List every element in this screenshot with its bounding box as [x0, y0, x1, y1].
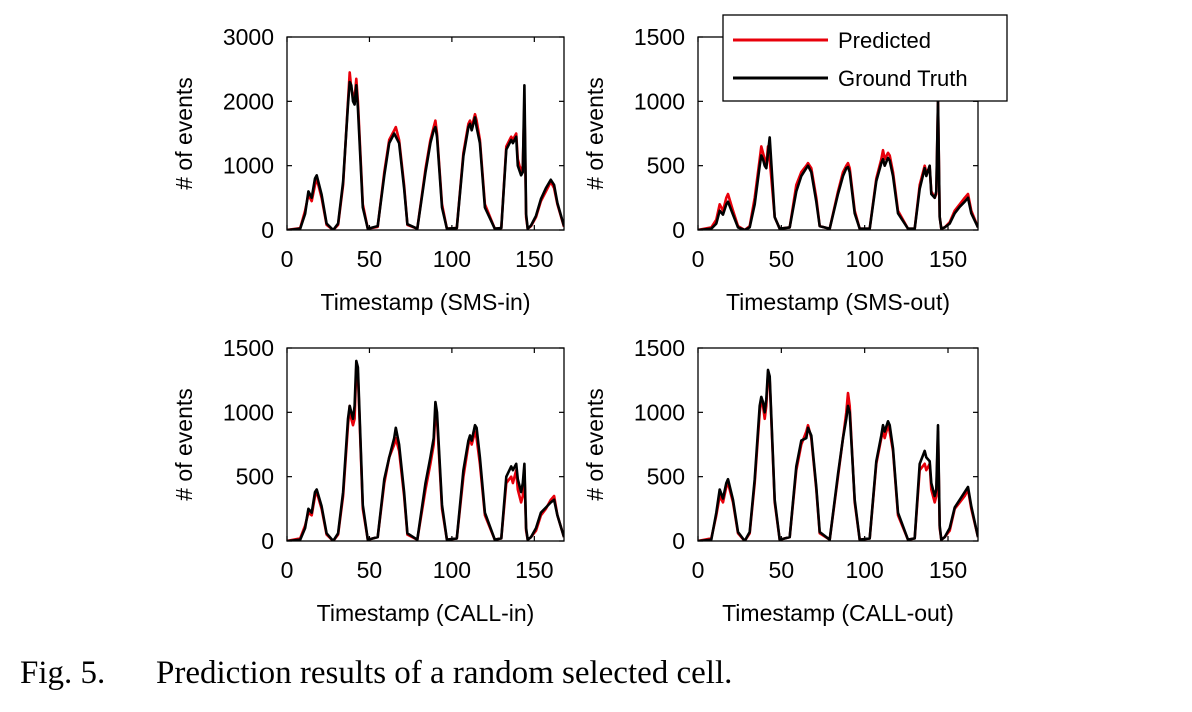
x-tick-label: 0	[281, 557, 294, 583]
x-tick-label: 0	[692, 246, 705, 272]
x-tick-label: 150	[515, 246, 553, 272]
series-line-ground-truth	[287, 80, 564, 230]
y-tick-label: 0	[261, 217, 274, 243]
subplot-1: 0 50 100 150 0 1000 2000 3000 Timestamp (SMS-in)…	[171, 24, 565, 315]
y-axis-label: # of events	[582, 77, 608, 190]
series-line-ground-truth	[287, 359, 564, 541]
x-axis-label: Timestamp (SMS-out)	[726, 289, 950, 315]
y-tick-label: 500	[647, 153, 685, 179]
series-line-predicted	[287, 365, 564, 541]
series-line-ground-truth	[698, 100, 978, 230]
legend-label-ground-truth: Ground Truth	[838, 66, 968, 91]
axes-frame	[697, 347, 979, 542]
y-tick-label: 500	[647, 464, 685, 490]
x-tick-label: 0	[692, 557, 705, 583]
axes-frame	[286, 36, 565, 231]
y-tick-label: 1000	[223, 399, 274, 425]
x-tick-label: 50	[769, 557, 795, 583]
x-tick-label: 150	[929, 557, 967, 583]
y-tick-label: 1000	[634, 399, 685, 425]
x-tick-label: 50	[357, 557, 383, 583]
caption-text: Prediction results of a random selected …	[156, 655, 733, 691]
x-axis-label: Timestamp (CALL-in)	[317, 600, 535, 626]
x-tick-label: 50	[769, 246, 795, 272]
y-tick-label: 1000	[634, 88, 685, 114]
y-tick-label: 500	[236, 464, 274, 490]
x-tick-label: 100	[433, 246, 471, 272]
y-axis-label: # of events	[582, 388, 608, 501]
x-tick-label: 0	[281, 246, 294, 272]
y-tick-label: 1000	[223, 153, 274, 179]
caption-label: Fig. 5.	[20, 655, 106, 691]
y-tick-label: 1500	[634, 24, 685, 50]
x-tick-label: 100	[845, 246, 883, 272]
x-axis-label: Timestamp (CALL-out)	[722, 600, 954, 626]
axes-frame	[286, 347, 565, 542]
legend-label-predicted: Predicted	[838, 28, 931, 53]
y-tick-label: 1500	[634, 335, 685, 361]
y-tick-label: 0	[672, 217, 685, 243]
x-axis-label: Timestamp (SMS-in)	[321, 289, 531, 315]
x-tick-label: 50	[357, 246, 383, 272]
y-tick-label: 3000	[223, 24, 274, 50]
y-tick-label: 0	[672, 528, 685, 554]
y-tick-label: 0	[261, 528, 274, 554]
y-axis-label: # of events	[171, 77, 197, 190]
x-tick-label: 100	[433, 557, 471, 583]
legend-box	[722, 14, 1008, 102]
legend: Predicted Ground Truth	[722, 14, 1008, 102]
y-tick-label: 1500	[223, 335, 274, 361]
y-axis-label: # of events	[171, 388, 197, 501]
y-tick-label: 2000	[223, 88, 274, 114]
figure-caption: Fig. 5. Prediction results of a random se…	[20, 655, 1180, 692]
series-line-ground-truth	[698, 368, 978, 541]
x-tick-label: 150	[929, 246, 967, 272]
x-tick-label: 150	[515, 557, 553, 583]
x-tick-label: 100	[845, 557, 883, 583]
